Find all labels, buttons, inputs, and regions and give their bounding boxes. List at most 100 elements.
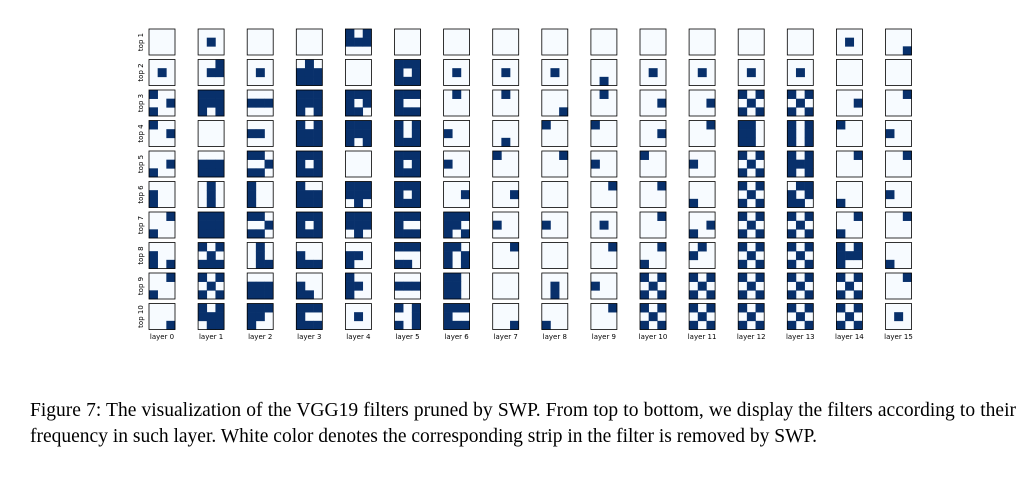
filter-frame bbox=[590, 181, 618, 208]
filter-frame bbox=[148, 28, 176, 56]
filter-cell bbox=[296, 220, 306, 230]
filter-cell bbox=[689, 303, 699, 313]
filter-cell bbox=[149, 290, 158, 300]
filter-cell bbox=[755, 242, 765, 252]
filter-cell bbox=[206, 320, 216, 330]
filter-frame bbox=[246, 120, 274, 147]
filter-cell bbox=[247, 198, 257, 208]
filter-frame bbox=[885, 272, 912, 300]
row-label: top 3 bbox=[137, 94, 145, 112]
filter-cell bbox=[559, 107, 569, 117]
filter-cell bbox=[362, 98, 372, 108]
filter-cell bbox=[403, 137, 413, 147]
filter-cell bbox=[304, 151, 314, 160]
filter-cell bbox=[411, 312, 421, 322]
filter-cell bbox=[411, 229, 421, 239]
filter-cell bbox=[313, 220, 323, 230]
filter-cell bbox=[755, 151, 765, 160]
filter-cell bbox=[345, 120, 355, 130]
filter-cell bbox=[247, 168, 257, 178]
filter-cell bbox=[198, 242, 208, 252]
filter-frame bbox=[590, 242, 618, 269]
filter-cell bbox=[354, 90, 364, 99]
filter-frame bbox=[737, 181, 765, 208]
filter-frame bbox=[148, 181, 176, 208]
col-label: layer 1 bbox=[199, 333, 223, 341]
filter-cell bbox=[296, 190, 306, 200]
filter-cell bbox=[394, 137, 404, 147]
filter-cell bbox=[247, 212, 257, 221]
filter-cell bbox=[313, 151, 323, 160]
filter-cell bbox=[198, 107, 208, 117]
col-label: layer 4 bbox=[346, 333, 371, 341]
filter-cell bbox=[902, 212, 912, 221]
filter-cell bbox=[795, 159, 805, 169]
filter-frame bbox=[639, 89, 667, 117]
filter-cell bbox=[354, 212, 364, 221]
filter-cell bbox=[755, 198, 765, 208]
filter-cell bbox=[706, 290, 716, 300]
filter-bg bbox=[787, 29, 814, 55]
filter-cell bbox=[411, 90, 421, 99]
filter-cell bbox=[206, 68, 216, 78]
filter-frame bbox=[394, 59, 421, 86]
filter-cell bbox=[215, 320, 225, 330]
filter-cell bbox=[296, 290, 306, 300]
filter-cell bbox=[304, 90, 314, 99]
filter-frame bbox=[344, 89, 372, 117]
filter-cell bbox=[443, 320, 453, 330]
filter-cell bbox=[452, 290, 462, 300]
filter-cell bbox=[255, 98, 265, 108]
filter-cell bbox=[264, 281, 274, 291]
filter-cell bbox=[804, 168, 814, 178]
filter-frame bbox=[443, 150, 471, 178]
filter-cell bbox=[795, 68, 805, 78]
filter-cell bbox=[255, 151, 265, 160]
filter-cell bbox=[738, 198, 748, 208]
filter-cell bbox=[787, 129, 797, 139]
filter-frame bbox=[492, 181, 520, 208]
filter-cell bbox=[706, 98, 716, 108]
filter-cell bbox=[345, 98, 355, 108]
filter-cell bbox=[738, 273, 748, 282]
filter-cell bbox=[215, 68, 225, 78]
filter-cell bbox=[836, 273, 846, 282]
filter-frame bbox=[786, 272, 814, 300]
filter-cell bbox=[411, 107, 421, 117]
filter-cell bbox=[313, 129, 323, 139]
filter-frame bbox=[786, 150, 814, 178]
filter-bg bbox=[689, 29, 716, 55]
filter-cell bbox=[206, 37, 216, 47]
filter-cell bbox=[443, 242, 453, 252]
filter-frame bbox=[590, 28, 618, 56]
filter-cell bbox=[804, 107, 814, 117]
filter-bg bbox=[590, 29, 617, 55]
col-label: layer 5 bbox=[395, 333, 419, 341]
filter-cell bbox=[755, 107, 765, 117]
filter-cell bbox=[362, 190, 372, 200]
filter-cell bbox=[853, 273, 863, 282]
filter-frame bbox=[688, 303, 716, 330]
filter-cell bbox=[296, 129, 306, 139]
filter-frame bbox=[737, 272, 765, 300]
filter-cell bbox=[746, 281, 756, 291]
filter-cell bbox=[198, 220, 208, 230]
filter-cell bbox=[902, 151, 912, 160]
filter-frame bbox=[443, 211, 471, 239]
filter-cell bbox=[804, 90, 814, 99]
filter-cell bbox=[460, 212, 470, 221]
filter-cell bbox=[510, 190, 519, 200]
filter-cell bbox=[215, 168, 225, 178]
filter-frame bbox=[394, 150, 421, 178]
filter-frame bbox=[541, 150, 569, 178]
filter-cell bbox=[296, 151, 306, 160]
filter-cell bbox=[755, 303, 765, 313]
filter-cell bbox=[255, 312, 265, 322]
filter-frame bbox=[295, 181, 323, 208]
filter-cell bbox=[599, 90, 609, 99]
filter-cell bbox=[354, 312, 364, 322]
filter-cell bbox=[787, 137, 797, 147]
filter-cell bbox=[689, 251, 699, 261]
filter-frame bbox=[197, 120, 225, 147]
filter-cell bbox=[345, 107, 355, 117]
